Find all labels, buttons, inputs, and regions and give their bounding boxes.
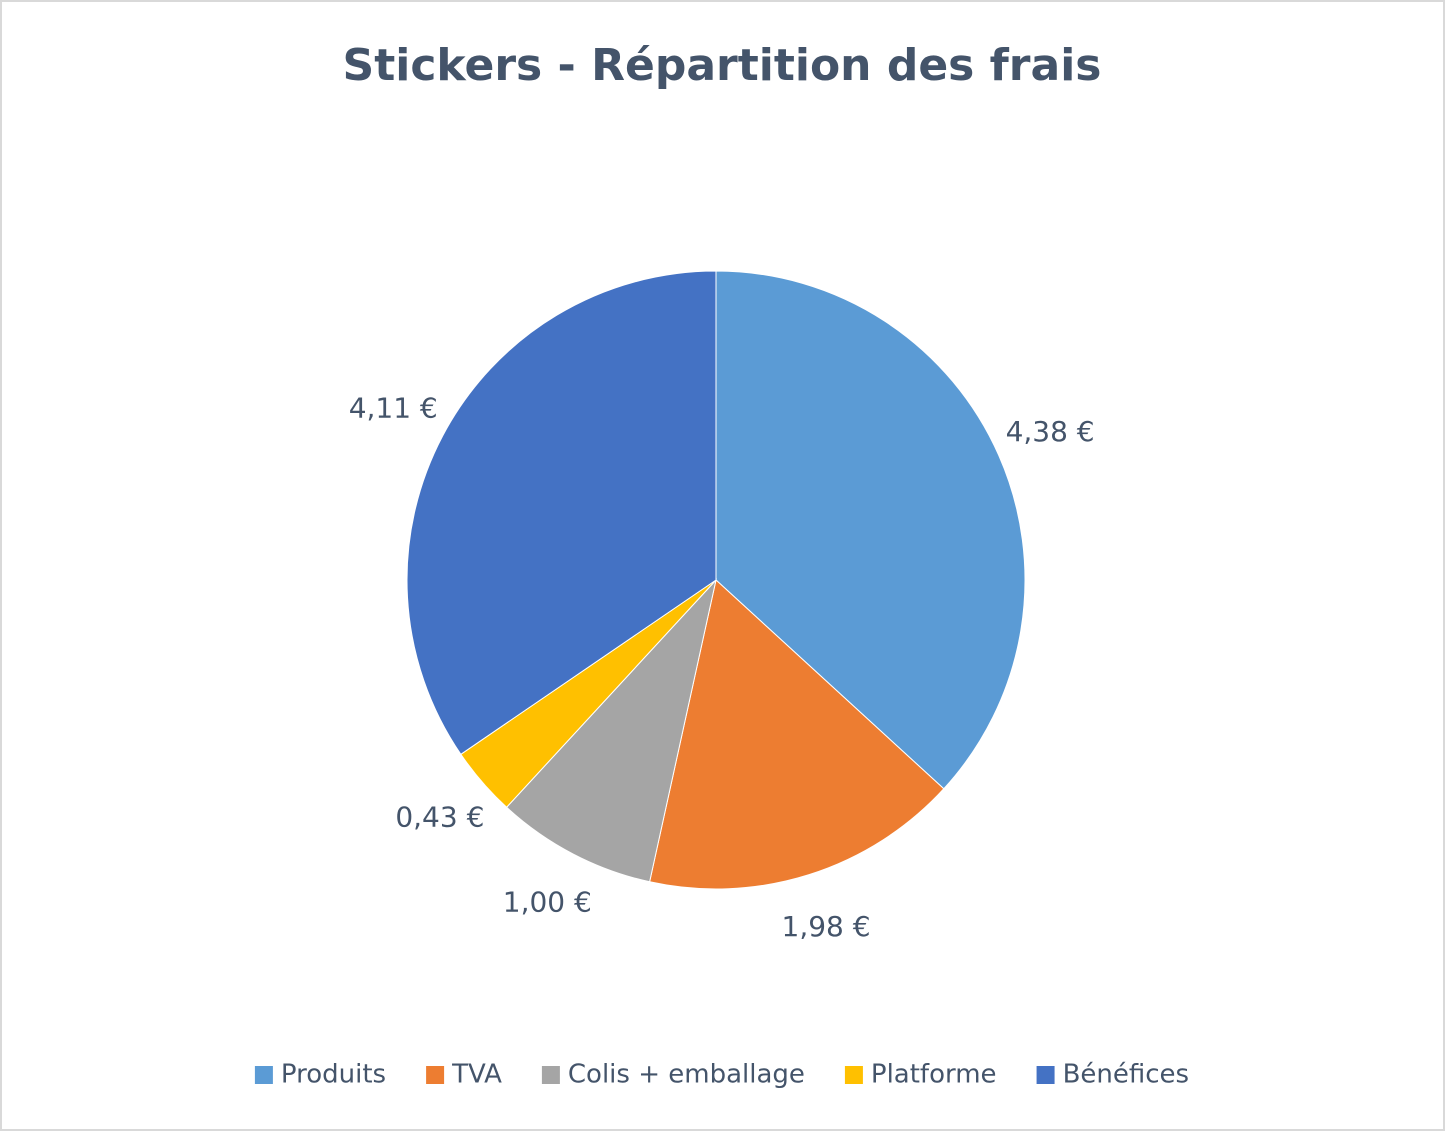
pie-slice	[649, 579, 945, 890]
legend-label: Platforme	[871, 1060, 997, 1090]
legend-label: TVA	[451, 1060, 502, 1090]
legend-swatch	[426, 1066, 445, 1084]
data-label: 1,00 €	[503, 886, 592, 919]
legend-swatch	[1036, 1066, 1055, 1084]
data-label: 0,43 €	[395, 801, 484, 834]
chart-title: Stickers - Répartition des frais	[343, 40, 1102, 91]
legend-label: Colis + emballage	[568, 1060, 805, 1090]
pie-slice	[505, 578, 717, 883]
pie-slice	[715, 270, 1026, 790]
legend-label: Produits	[281, 1060, 386, 1090]
data-label: 1,98 €	[782, 910, 871, 943]
legend-swatch	[844, 1066, 863, 1084]
pie-slice	[406, 270, 717, 755]
legend-swatch	[541, 1066, 560, 1084]
data-label: 4,38 €	[1006, 415, 1095, 448]
legend-label: Bénéfices	[1063, 1060, 1190, 1090]
legend-swatch	[254, 1066, 273, 1084]
data-label: 4,11 €	[349, 392, 438, 425]
